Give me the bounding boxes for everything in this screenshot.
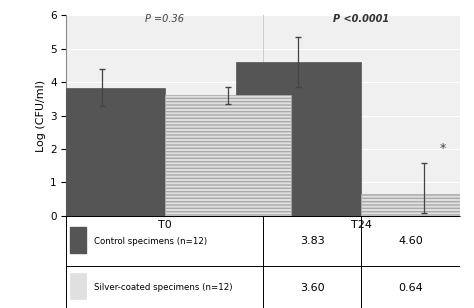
Bar (165, 95, 291, 216)
Text: Control specimens (n=12): Control specimens (n=12) (94, 237, 207, 246)
Text: 3.60: 3.60 (300, 283, 325, 293)
Bar (236, 62, 361, 216)
Bar (361, 194, 474, 216)
Y-axis label: Log (CFU/ml): Log (CFU/ml) (36, 79, 46, 152)
Text: *: * (440, 142, 447, 155)
Text: Silver-coated specimens (n=12): Silver-coated specimens (n=12) (94, 283, 232, 292)
Bar (39, 88, 164, 216)
Text: P <0.0001: P <0.0001 (333, 14, 390, 24)
Text: P =0.36: P =0.36 (145, 14, 184, 24)
Text: 3.83: 3.83 (300, 237, 325, 246)
Text: 0.64: 0.64 (398, 283, 423, 293)
Bar (70, 273, 86, 299)
Bar (70, 227, 86, 253)
Text: 4.60: 4.60 (398, 237, 423, 246)
